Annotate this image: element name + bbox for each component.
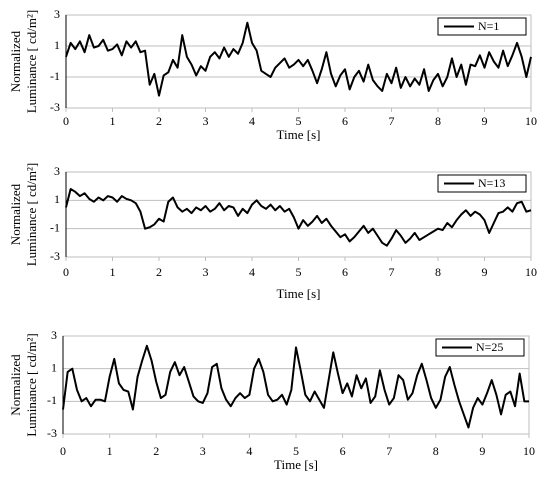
x-tick-label: 5: [296, 265, 302, 279]
x-tick-label: 8: [433, 444, 439, 458]
x-tick-label: 9: [482, 265, 488, 279]
x-tick-label: 2: [156, 114, 162, 128]
x-tick-label: 0: [60, 444, 66, 458]
y-axis-title: Normalized: [8, 30, 23, 92]
x-tick-label: 3: [200, 444, 206, 458]
legend-label: N=13: [478, 176, 505, 190]
x-tick-label: 5: [296, 114, 302, 128]
x-tick-label: 10: [523, 444, 535, 458]
y-axis-title: Luminance [ cd/m²]: [24, 163, 39, 267]
x-tick-label: 4: [249, 265, 255, 279]
legend-box: [437, 174, 527, 193]
y-tick-label: 3: [51, 328, 57, 342]
x-axis-title: Time [s]: [277, 127, 321, 142]
y-tick-label: -1: [50, 220, 60, 234]
x-tick-label: 4: [246, 444, 252, 458]
y-tick-label: -1: [47, 393, 57, 407]
y-axis-title: Luminance [ cd/m²]: [24, 10, 39, 114]
chart-panel: -3 -1 1 3 0 1 2 3 4 5 6 7 8 9 10 Time [s] Normalized Lumi…: [8, 328, 535, 472]
x-tick-label: 3: [203, 265, 209, 279]
y-axis-title: Luminance [ cd/m²]: [24, 333, 39, 437]
legend-box: [437, 17, 527, 36]
data-line: [62, 344, 529, 429]
x-tick-label: 8: [435, 265, 441, 279]
x-tick-label: 1: [110, 265, 116, 279]
data-line: [65, 188, 532, 247]
x-tick-label: 7: [389, 114, 395, 128]
x-tick-label: 10: [525, 114, 537, 128]
y-tick-label: 1: [54, 192, 60, 206]
y-tick-label: -3: [50, 100, 60, 114]
x-tick-label: 3: [203, 114, 209, 128]
y-tick-label: -3: [47, 426, 57, 440]
chart-panel: -3 -1 1 3 0 1 2 3 4 5 6 7 8 9 10 Time [s] Normalized Lumi…: [8, 163, 537, 301]
x-tick-label: 2: [156, 265, 162, 279]
x-tick-label: 8: [435, 114, 441, 128]
y-axis-title: Normalized: [8, 354, 23, 416]
y-axis-title: Normalized: [8, 183, 23, 245]
chart-panel: -3 -1 1 3 0 1 2 3 4 5 6 7 8 9 10 Time [s] Normalized Lumi…: [8, 7, 537, 142]
x-tick-label: 9: [479, 444, 485, 458]
x-tick-label: 7: [389, 265, 395, 279]
x-tick-label: 4: [249, 114, 255, 128]
x-tick-label: 6: [340, 444, 346, 458]
x-tick-label: 1: [110, 114, 116, 128]
y-tick-label: 3: [54, 164, 60, 178]
legend-box: [435, 338, 525, 357]
x-tick-label: 7: [386, 444, 392, 458]
x-tick-label: 2: [153, 444, 159, 458]
x-tick-label: 6: [342, 114, 348, 128]
y-tick-label: -1: [50, 69, 60, 83]
x-axis-title: Time [s]: [277, 286, 321, 301]
x-tick-label: 5: [293, 444, 299, 458]
data-line: [65, 21, 532, 97]
x-axis-title: Time [s]: [274, 457, 318, 472]
x-tick-label: 1: [107, 444, 113, 458]
x-tick-label: 10: [525, 265, 537, 279]
x-tick-label: 0: [63, 265, 69, 279]
x-tick-label: 6: [342, 265, 348, 279]
y-tick-label: 1: [51, 360, 57, 374]
x-tick-label: 9: [482, 114, 488, 128]
y-tick-label: 3: [54, 7, 60, 21]
legend-label: N=1: [478, 19, 499, 33]
y-tick-label: -3: [50, 249, 60, 263]
legend-label: N=25: [476, 340, 503, 354]
y-tick-label: 1: [54, 38, 60, 52]
x-tick-label: 0: [63, 114, 69, 128]
